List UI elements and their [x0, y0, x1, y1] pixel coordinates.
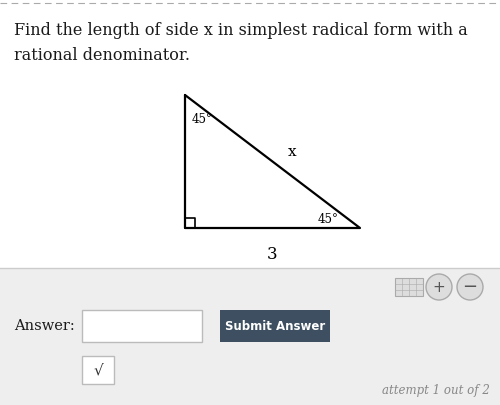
Text: 45°: 45°: [192, 113, 213, 126]
Circle shape: [457, 274, 483, 300]
Bar: [82, 356, 114, 384]
Text: attempt 1 out of 2: attempt 1 out of 2: [382, 384, 490, 397]
Bar: [0, 268, 500, 405]
Text: Submit Answer: Submit Answer: [225, 320, 325, 333]
Circle shape: [426, 274, 452, 300]
Text: 45°: 45°: [318, 213, 339, 226]
Text: Find the length of side x in simplest radical form with a: Find the length of side x in simplest ra…: [14, 22, 468, 39]
Bar: [220, 310, 330, 342]
Text: +: +: [432, 279, 446, 294]
Text: Answer:: Answer:: [14, 319, 75, 333]
Bar: [395, 278, 423, 296]
Text: √: √: [93, 363, 103, 377]
Text: −: −: [462, 278, 477, 296]
Bar: [82, 310, 202, 342]
Text: x: x: [288, 145, 297, 158]
Text: rational denominator.: rational denominator.: [14, 47, 190, 64]
Text: 3: 3: [267, 246, 278, 263]
